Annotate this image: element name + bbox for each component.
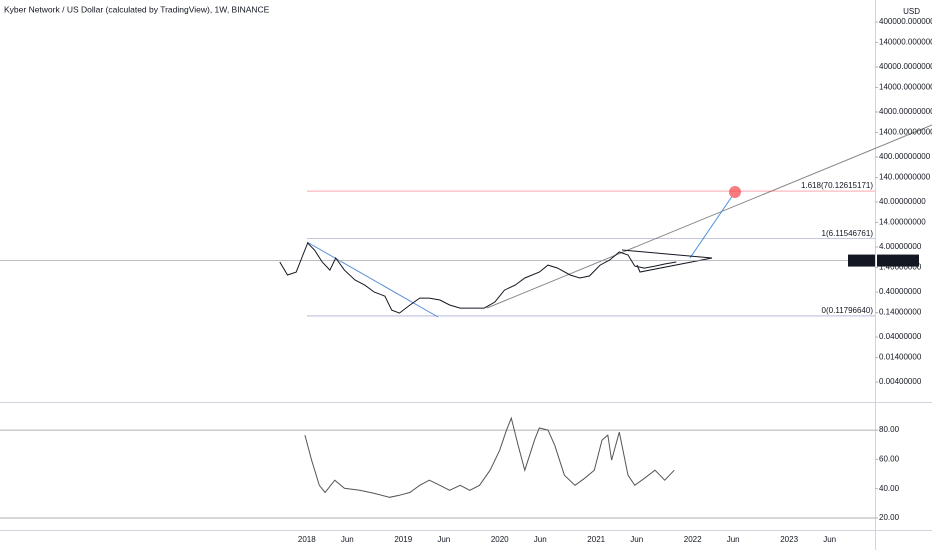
y-tick-label: 80.00 <box>879 425 900 434</box>
y-tick-label: 0.04000000 <box>879 332 922 341</box>
series-line <box>304 416 675 498</box>
series-line <box>279 242 677 314</box>
trend-line <box>306 241 439 318</box>
x-tick-label: Jun <box>727 535 740 544</box>
price-badge <box>877 254 919 267</box>
y-tick-label: 140000.00000000 <box>879 38 932 47</box>
target-marker <box>729 186 741 198</box>
x-tick-label: Jun <box>341 535 354 544</box>
y-tick-label: 1.40000000 <box>879 263 922 272</box>
x-tick-label: 2022 <box>684 535 702 544</box>
chart-title: Kyber Network / US Dollar (calculated by… <box>4 4 270 14</box>
y-tick-label: 20.00 <box>879 513 900 522</box>
trend-line <box>486 124 932 309</box>
y-tick-label: 40000.00000000 <box>879 62 932 71</box>
x-tick-label: 2021 <box>587 535 605 544</box>
drawings <box>306 124 932 318</box>
y-tick-label: 0.14000000 <box>879 308 922 317</box>
y-tick-label: 1400.00000000 <box>879 128 932 137</box>
x-tick-label: Jun <box>823 535 836 544</box>
x-tick-label: 2023 <box>780 535 798 544</box>
x-tick-label: Jun <box>437 535 450 544</box>
fib-level-label: 1.618(70.12615171) <box>801 181 873 190</box>
triangle <box>621 249 713 273</box>
y-tick-label: 40.00 <box>879 484 900 493</box>
y-tick-label: 400000.00000000 <box>879 17 932 26</box>
y-tick-label: 0.40000000 <box>879 287 922 296</box>
axis-unit: USD <box>903 7 920 16</box>
y-tick-label: 0.01400000 <box>879 353 922 362</box>
y-tick-label: 400.00000000 <box>879 152 931 161</box>
fib-level-label: 0(0.11796640) <box>822 306 874 315</box>
x-tick-label: Jun <box>534 535 547 544</box>
y-tick-label: 14000.00000000 <box>879 83 932 92</box>
x-tick-label: 2019 <box>394 535 412 544</box>
y-tick-label: 40.00000000 <box>879 197 926 206</box>
y-tick-label: 4000.00000000 <box>879 107 932 116</box>
y-tick-label: 0.00400000 <box>879 377 922 386</box>
y-tick-label: 140.00000000 <box>879 173 931 182</box>
y-tick-label: 60.00 <box>879 455 900 464</box>
projection-line <box>689 191 736 259</box>
y-tick-label: 1400000.00000000 <box>879 0 932 2</box>
x-tick-label: Jun <box>630 535 643 544</box>
x-tick-label: 2018 <box>298 535 316 544</box>
symbol-badge <box>848 254 875 267</box>
price-label: 2.00243487 <box>879 256 919 265</box>
fib-level-label: 1(6.11546761) <box>822 229 874 238</box>
y-tick-label: 4.00000000 <box>879 242 922 251</box>
symbol-label: KNCUSD <box>848 257 876 264</box>
x-tick-label: 2020 <box>491 535 509 544</box>
y-tick-label: 14.00000000 <box>879 218 926 227</box>
